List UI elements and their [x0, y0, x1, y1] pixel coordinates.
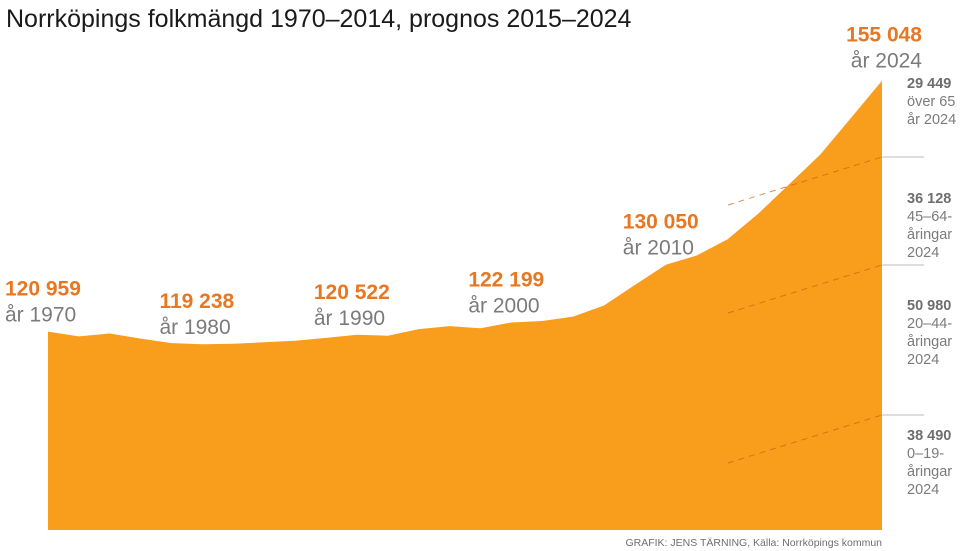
source-credit: GRAFIK: JENS TÄRNING, Källa: Norrköpings…	[625, 537, 882, 549]
callout-value-1970: 120 959	[5, 278, 81, 301]
segment-label-0-0: över 65	[907, 94, 955, 110]
segment-label-3-0: 0–19-	[907, 446, 944, 462]
segment-divider-2	[727, 414, 883, 464]
population-area	[48, 80, 882, 530]
segment-value-0: 29 449	[907, 76, 951, 92]
segment-divider-0	[727, 156, 883, 206]
segment-value-3: 38 490	[907, 428, 951, 444]
segment-label-3-2: 2024	[907, 482, 939, 498]
callout-value-2010: 130 050	[623, 211, 699, 234]
segment-value-1: 36 128	[907, 191, 951, 207]
segment-label-2-0: 20–44-	[907, 316, 952, 332]
callout-value-1980: 119 238	[159, 290, 234, 313]
callout-value-1990: 120 522	[314, 281, 390, 304]
segment-divider-1	[727, 264, 883, 314]
callout-year-2000: år 2000	[468, 294, 539, 317]
segment-label-0-1: år 2024	[907, 112, 956, 128]
callout-year-1990: år 1990	[314, 307, 385, 330]
callout-value-2024: 155 048	[846, 24, 922, 47]
callout-value-2000: 122 199	[468, 268, 544, 291]
segment-label-1-1: åringar	[907, 227, 952, 243]
segment-value-2: 50 980	[907, 298, 951, 314]
segment-label-3-1: åringar	[907, 464, 952, 480]
segment-label-2-1: åringar	[907, 334, 952, 350]
callout-year-1980: år 1980	[159, 316, 230, 339]
segment-label-1-0: 45–64-	[907, 209, 952, 225]
segment-label-2-2: 2024	[907, 352, 939, 368]
callout-year-2010: år 2010	[623, 237, 694, 260]
callout-year-2024: år 2024	[851, 50, 923, 73]
chart-title: Norrköpings folkmängd 1970–2014, prognos…	[6, 5, 632, 33]
segment-label-1-2: 2024	[907, 245, 939, 261]
callout-year-1970: år 1970	[5, 304, 76, 327]
